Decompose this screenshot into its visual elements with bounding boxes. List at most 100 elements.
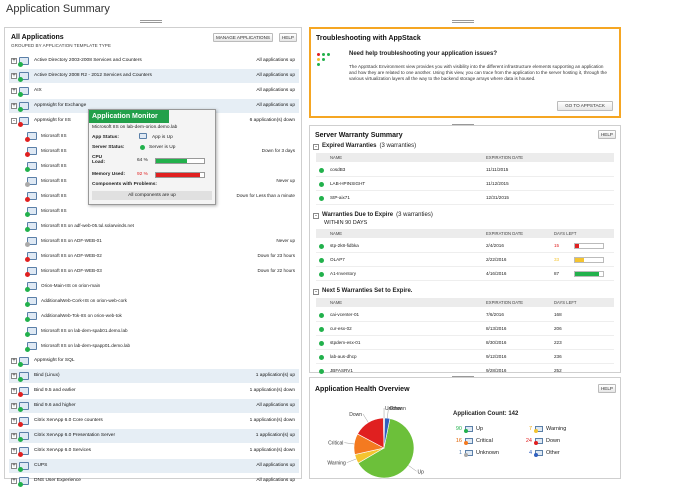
application-name[interactable]: Microsoft IIS (41, 144, 67, 158)
group-name[interactable]: AIX (34, 84, 42, 98)
application-name[interactable]: Microsoft IIS on lab-dem-spab01.demo.lab (41, 324, 128, 338)
manage-applications-button[interactable]: MANAGE APPLICATIONS (213, 33, 273, 42)
server-name[interactable]: OLAP7 (330, 253, 345, 267)
server-name[interactable]: stp-2k8-fidbka (330, 239, 359, 253)
group-name[interactable]: AppInsight for Exchange (34, 99, 86, 113)
legend-count[interactable]: 4 (520, 449, 532, 458)
application-name[interactable]: AdditionalWeb-Cork-IIS on orion-web-cork (41, 294, 127, 308)
group-name[interactable]: Active Directory 2003-2008 Services and … (34, 54, 142, 68)
expand-icon[interactable]: + (11, 388, 17, 394)
application-name[interactable]: Microsoft IIS on lab-dem-spapp01.demo.la… (41, 339, 130, 353)
expand-icon[interactable]: + (11, 73, 17, 79)
application-row[interactable]: AdditionalWeb-Cork-IIS on orion-web-cork (25, 294, 299, 308)
collapse-icon[interactable]: - (313, 289, 319, 295)
help-button[interactable]: HELP (279, 33, 297, 42)
application-group-row[interactable]: + Active Directory 2008 R2 - 2012 Service… (9, 69, 299, 83)
application-group-row[interactable]: + Active Directory 2003-2008 Services and… (9, 54, 299, 68)
application-name[interactable]: Microsoft IIS on ADF-WEB-02 (41, 249, 102, 263)
expand-icon[interactable]: + (11, 373, 17, 379)
legend-count[interactable]: 90 (450, 425, 462, 434)
group-name[interactable]: Active Directory 2008 R2 - 2012 Services… (34, 69, 152, 83)
panel-drag-handle[interactable] (452, 20, 474, 23)
application-name[interactable]: Microsoft IIS (41, 204, 67, 218)
application-group-row[interactable]: + AppInsight for SQL (9, 354, 299, 368)
application-name[interactable]: Orion-Main-IIS on orion-main (41, 279, 100, 293)
application-row[interactable]: AdditionalWeb-Tok-IIS on orion-web-tok (25, 309, 299, 323)
application-name[interactable]: Microsoft IIS (41, 189, 67, 203)
server-name[interactable]: LAB-HPINSIGHT (330, 177, 365, 191)
group-name[interactable]: CUPS (34, 459, 47, 473)
expand-icon[interactable]: + (11, 433, 17, 439)
application-name[interactable]: Microsoft IIS on ADF-WEB-03 (41, 264, 102, 278)
application-name[interactable]: AdditionalWeb-Tok-IIS on orion-web-tok (41, 309, 122, 323)
group-name[interactable]: DNS User Experience (34, 474, 81, 488)
server-name[interactable]: JBFASRV1 (330, 364, 353, 378)
help-button[interactable]: HELP (598, 384, 616, 393)
server-name[interactable]: cai-vcenter-01 (330, 308, 359, 322)
go-to-appstack-button[interactable]: GO TO APPSTACK (557, 101, 613, 111)
expand-icon[interactable]: + (11, 103, 17, 109)
group-name[interactable]: Bind 9.6 and higher (34, 399, 76, 413)
server-name[interactable]: A1-Inventory (330, 267, 356, 281)
group-name[interactable]: Citrix XenApp 6.0 Presentation Server (34, 429, 115, 443)
application-row[interactable]: Microsoft IIS (25, 204, 299, 218)
expand-icon[interactable]: + (11, 88, 17, 94)
group-name[interactable]: AppInsight for IIS (34, 114, 71, 128)
expand-icon[interactable]: + (11, 58, 17, 64)
group-name[interactable]: Citrix XenApp 6.0 Core counters (34, 414, 103, 428)
application-row[interactable]: Microsoft IIS on lab-dem-spab01.demo.lab (25, 324, 299, 338)
server-name[interactable]: lab-aus-dhcp (330, 350, 357, 364)
collapse-icon[interactable]: - (11, 118, 17, 124)
expand-icon[interactable]: + (11, 448, 17, 454)
application-name[interactable]: Microsoft IIS on adf-web-05.tul.solarwin… (41, 219, 134, 233)
expand-icon[interactable]: + (11, 358, 17, 364)
server-name[interactable]: cur-esx-02 (330, 322, 352, 336)
legend-count[interactable]: 16 (450, 437, 462, 446)
application-row[interactable]: Microsoft IIS on lab-dem-spapp01.demo.la… (25, 339, 299, 353)
server-name[interactable]: StP-aix71 (330, 191, 350, 205)
help-button[interactable]: HELP (598, 130, 616, 139)
legend-count[interactable]: 7 (520, 425, 532, 434)
collapse-icon[interactable]: - (313, 144, 319, 150)
server-name[interactable]: stpdem-esx-01 (330, 336, 360, 350)
collapse-icon[interactable]: - (313, 213, 319, 219)
application-name[interactable]: Microsoft IIS (41, 129, 67, 143)
application-row[interactable]: Microsoft IIS on adf-web-05.tul.solarwin… (25, 219, 299, 233)
application-group-row[interactable]: +Bind (Linux)1 application(s) up (9, 369, 299, 383)
application-name[interactable]: Microsoft IIS (41, 174, 67, 188)
group-name[interactable]: Bind 9.5 and earlier (34, 384, 76, 398)
expand-icon[interactable]: + (11, 403, 17, 409)
application-row[interactable]: Orion-Main-IIS on orion-main (25, 279, 299, 293)
application-name[interactable]: Microsoft IIS (41, 159, 67, 173)
group-name[interactable]: AppInsight for SQL (34, 354, 75, 368)
application-name[interactable]: Microsoft IIS on ADF-WEB-01 (41, 234, 102, 248)
server-name[interactable]: cosdB3 (330, 163, 345, 177)
legend-count[interactable]: 24 (520, 437, 532, 446)
panel-drag-handle[interactable] (140, 20, 162, 23)
expand-icon[interactable]: + (11, 463, 17, 469)
